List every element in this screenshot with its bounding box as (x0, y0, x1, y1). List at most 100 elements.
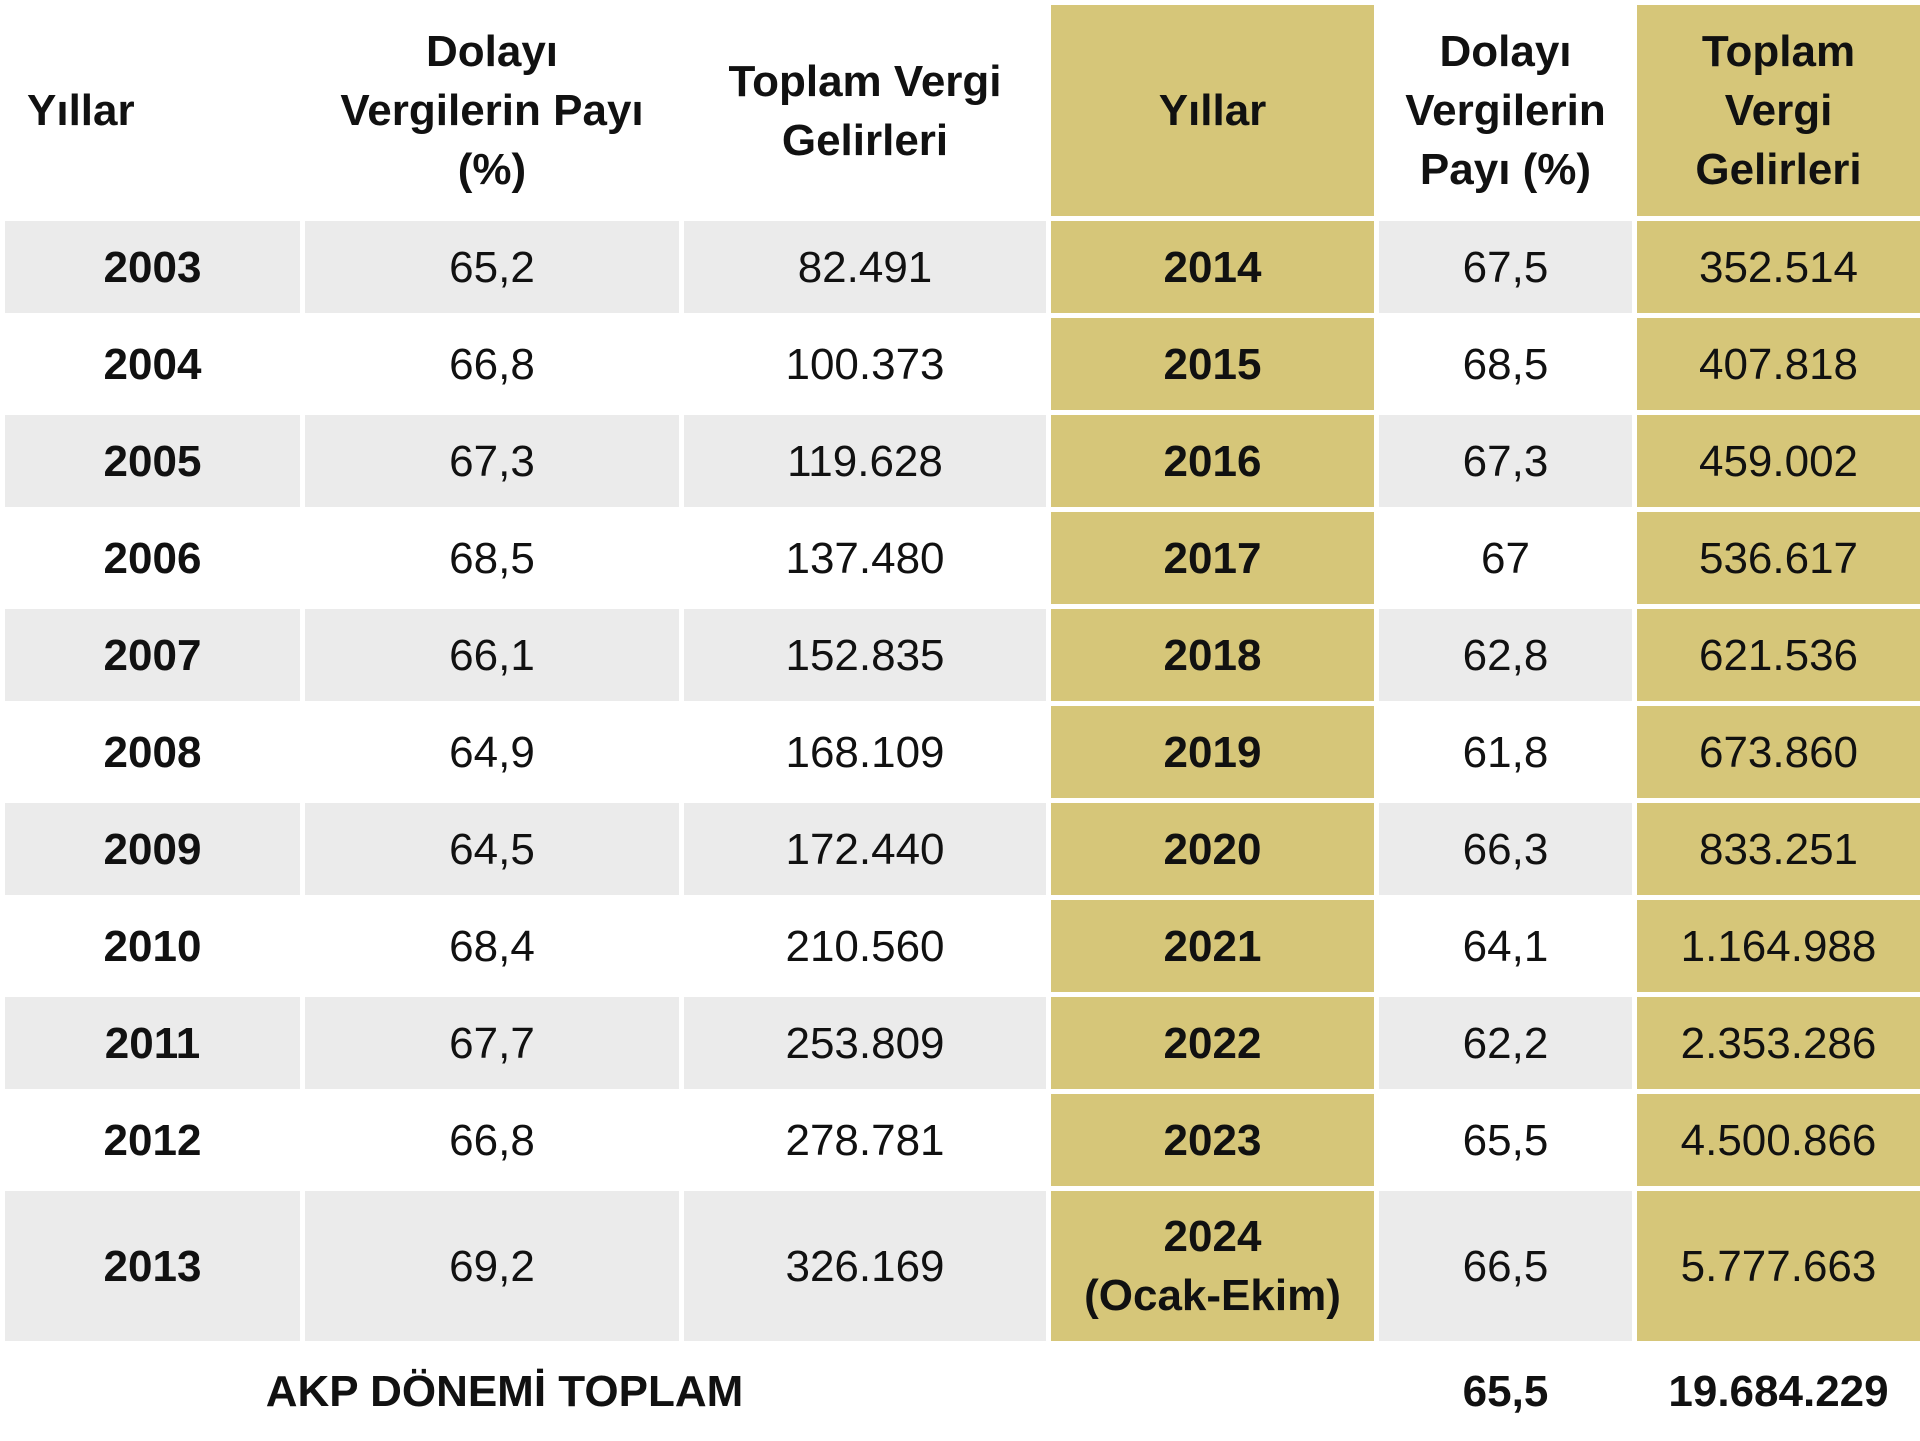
right-year-cell: 2020 (1051, 803, 1374, 895)
table-row: 2012 66,8 278.781 2023 65,5 4.500.866 (5, 1094, 1920, 1186)
header-direct-tax-share-right-line1: Dolayı (1439, 27, 1572, 76)
left-year-cell: 2006 (5, 512, 300, 604)
right-share-cell: 67,3 (1379, 415, 1632, 507)
header-total-tax-revenue-left: Toplam Vergi Gelirleri (684, 5, 1046, 216)
right-total-cell: 407.818 (1637, 318, 1920, 410)
right-share-cell: 62,2 (1379, 997, 1632, 1089)
right-total-cell: 5.777.663 (1637, 1191, 1920, 1341)
right-total-cell: 536.617 (1637, 512, 1920, 604)
header-direct-tax-share-left-line1: Dolayı (425, 27, 559, 76)
summary-total: 19.684.229 (1637, 1346, 1920, 1436)
header-direct-tax-share-right: Dolayı Vergilerin Payı (%) (1379, 5, 1632, 216)
right-year-cell: 2014 (1051, 221, 1374, 313)
right-share-cell: 68,5 (1379, 318, 1632, 410)
right-year-value: 2024 (1163, 1212, 1262, 1261)
left-year-cell: 2004 (5, 318, 300, 410)
left-share-cell: 65,2 (305, 221, 679, 313)
right-total-cell: 459.002 (1637, 415, 1920, 507)
table-row: 2005 67,3 119.628 2016 67,3 459.002 (5, 415, 1920, 507)
header-years-left: Yıllar (5, 5, 300, 216)
left-total-cell: 278.781 (684, 1094, 1046, 1186)
right-total-cell: 352.514 (1637, 221, 1920, 313)
table-row: 2003 65,2 82.491 2014 67,5 352.514 (5, 221, 1920, 313)
right-year-cell: 2018 (1051, 609, 1374, 701)
header-years-right: Yıllar (1051, 5, 1374, 216)
left-total-cell: 326.169 (684, 1191, 1046, 1341)
table-row: 2010 68,4 210.560 2021 64,1 1.164.988 (5, 900, 1920, 992)
left-year-cell: 2009 (5, 803, 300, 895)
header-total-tax-revenue-left-line1: Toplam Vergi (728, 56, 1002, 106)
summary-row: AKP DÖNEMİ TOPLAM 65,5 19.684.229 (5, 1346, 1920, 1436)
right-share-cell: 65,5 (1379, 1094, 1632, 1186)
left-year-cell: 2008 (5, 706, 300, 798)
summary-label-text: AKP DÖNEMİ TOPLAM (265, 1366, 744, 1416)
table-row: 2007 66,1 152.835 2018 62,8 621.536 (5, 609, 1920, 701)
header-total-tax-revenue-right-line2: Vergi (1724, 86, 1833, 135)
header-total-tax-revenue-right-line1: Toplam (1701, 27, 1856, 76)
header-direct-tax-share-left-line3: (%) (457, 145, 527, 194)
left-total-cell: 210.560 (684, 900, 1046, 992)
header-row: Yıllar Dolayı Vergilerin Payı (%) Toplam… (5, 5, 1920, 216)
left-total-cell: 168.109 (684, 706, 1046, 798)
left-share-cell: 64,5 (305, 803, 679, 895)
left-year-cell: 2010 (5, 900, 300, 992)
right-share-cell: 67,5 (1379, 221, 1632, 313)
right-total-cell: 2.353.286 (1637, 997, 1920, 1089)
header-direct-tax-share-right-line2: Vergilerin (1405, 86, 1606, 135)
left-year-cell: 2011 (5, 997, 300, 1089)
table-row: 2006 68,5 137.480 2017 67 536.617 (5, 512, 1920, 604)
left-total-cell: 172.440 (684, 803, 1046, 895)
table-row: 2009 64,5 172.440 2020 66,3 833.251 (5, 803, 1920, 895)
right-share-cell: 66,3 (1379, 803, 1632, 895)
left-total-cell: 82.491 (684, 221, 1046, 313)
table-row: 2013 69,2 326.169 2024 (Ocak-Ekim) 66,5 … (5, 1191, 1920, 1341)
table-row: 2011 67,7 253.809 2022 62,2 2.353.286 (5, 997, 1920, 1089)
right-year-cell: 2023 (1051, 1094, 1374, 1186)
right-year-cell: 2015 (1051, 318, 1374, 410)
header-direct-tax-share-right-line3: Payı (%) (1419, 145, 1592, 194)
right-total-cell: 621.536 (1637, 609, 1920, 701)
left-share-cell: 68,5 (305, 512, 679, 604)
left-share-cell: 64,9 (305, 706, 679, 798)
left-year-cell: 2012 (5, 1094, 300, 1186)
right-year-cell: 2016 (1051, 415, 1374, 507)
right-year-cell: 2022 (1051, 997, 1374, 1089)
right-share-cell: 67 (1379, 512, 1632, 604)
left-share-cell: 66,1 (305, 609, 679, 701)
header-total-tax-revenue-left-line2: Gelirleri (781, 115, 949, 165)
right-share-cell: 66,5 (1379, 1191, 1632, 1341)
left-total-cell: 100.373 (684, 318, 1046, 410)
header-direct-tax-share-left: Dolayı Vergilerin Payı (%) (305, 5, 679, 216)
left-year-cell: 2005 (5, 415, 300, 507)
left-year-cell: 2013 (5, 1191, 300, 1341)
summary-label: AKP DÖNEMİ TOPLAM (5, 1346, 1374, 1436)
left-total-cell: 119.628 (684, 415, 1046, 507)
header-direct-tax-share-left-line2: Vergilerin Payı (340, 86, 644, 135)
left-total-cell: 137.480 (684, 512, 1046, 604)
left-share-cell: 67,7 (305, 997, 679, 1089)
table-row: 2008 64,9 168.109 2019 61,8 673.860 (5, 706, 1920, 798)
right-share-cell: 64,1 (1379, 900, 1632, 992)
right-share-cell: 62,8 (1379, 609, 1632, 701)
right-year-cell: 2019 (1051, 706, 1374, 798)
left-share-cell: 66,8 (305, 1094, 679, 1186)
right-share-cell: 61,8 (1379, 706, 1632, 798)
left-year-cell: 2007 (5, 609, 300, 701)
left-year-cell: 2003 (5, 221, 300, 313)
left-total-cell: 253.809 (684, 997, 1046, 1089)
right-year-note: (Ocak-Ekim) (1084, 1271, 1341, 1320)
right-total-cell: 833.251 (1637, 803, 1920, 895)
left-share-cell: 68,4 (305, 900, 679, 992)
left-share-cell: 66,8 (305, 318, 679, 410)
left-share-cell: 67,3 (305, 415, 679, 507)
right-year-cell: 2021 (1051, 900, 1374, 992)
right-total-cell: 1.164.988 (1637, 900, 1920, 992)
left-share-cell: 69,2 (305, 1191, 679, 1341)
header-total-tax-revenue-right-line3: Gelirleri (1695, 145, 1862, 194)
table-row: 2004 66,8 100.373 2015 68,5 407.818 (5, 318, 1920, 410)
right-year-cell: 2017 (1051, 512, 1374, 604)
summary-share: 65,5 (1379, 1346, 1632, 1436)
left-total-cell: 152.835 (684, 609, 1046, 701)
